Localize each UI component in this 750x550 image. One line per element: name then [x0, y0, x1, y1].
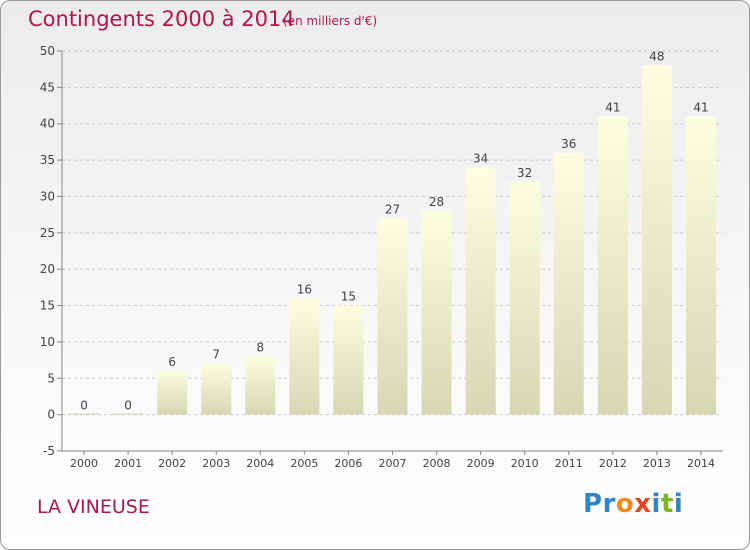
- bar: [685, 116, 716, 415]
- bar: [421, 211, 452, 415]
- bar: [69, 413, 100, 415]
- data-labels: 0 0 6 7 8 16 15 27 28 34 32 36 41 48 41: [80, 50, 708, 413]
- logo-letter: i: [651, 489, 661, 519]
- bar: [597, 116, 628, 415]
- logo-letter: i: [673, 489, 684, 519]
- y-tick-label: 20: [40, 262, 55, 276]
- commune-name: LA VINEUSE: [37, 496, 150, 518]
- x-tick-label: 2002: [158, 457, 186, 470]
- proxiti-logo: Proxiti: [583, 489, 683, 519]
- y-tick-label: 10: [40, 335, 55, 349]
- x-tick-label: 2008: [423, 457, 451, 470]
- data-label: 41: [605, 100, 620, 114]
- data-label: 8: [256, 340, 264, 354]
- x-tick-label: 2006: [334, 457, 362, 470]
- data-label: 6: [168, 355, 176, 369]
- x-tick-label: 2011: [555, 457, 583, 470]
- bar: [201, 363, 232, 415]
- data-label: 32: [517, 166, 532, 180]
- axes: -5 0 5 10 15 20 25 30 35 40 45 50 2000 2001 2002 2003 20…: [40, 44, 723, 470]
- x-tick-label: 2009: [467, 457, 495, 470]
- x-tick-label: 2007: [379, 457, 407, 470]
- data-label: 7: [212, 348, 220, 362]
- data-label: 0: [124, 399, 132, 413]
- data-label: 27: [385, 202, 400, 216]
- bar: [377, 218, 408, 415]
- y-tick-label: 35: [40, 153, 55, 167]
- x-tick-label: 2012: [599, 457, 627, 470]
- logo-letter: x: [634, 489, 652, 519]
- bar: [553, 152, 584, 415]
- bar: [113, 413, 144, 415]
- data-label: 48: [649, 50, 664, 64]
- logo-letter: r: [602, 489, 616, 519]
- bar: [641, 65, 672, 415]
- bar: [333, 305, 364, 415]
- data-label: 36: [561, 137, 576, 151]
- x-tick-label: 2005: [290, 457, 318, 470]
- data-label: 16: [297, 282, 312, 296]
- logo-letter: P: [583, 489, 603, 519]
- bar: [465, 167, 496, 415]
- x-tick-label: 2003: [202, 457, 230, 470]
- unit-note: (en milliers d'€): [283, 14, 378, 28]
- data-label: 0: [80, 399, 88, 413]
- y-tick-label: 0: [47, 408, 55, 422]
- x-tick-label: 2000: [70, 457, 98, 470]
- bars: [69, 65, 716, 415]
- logo-letter: t: [660, 489, 674, 519]
- y-tick-label: 45: [40, 80, 55, 94]
- data-label: 41: [693, 100, 708, 114]
- y-tick-label: 15: [40, 299, 55, 313]
- data-label: 28: [429, 195, 444, 209]
- x-tick-label: 2001: [114, 457, 142, 470]
- y-tick-label: 50: [40, 44, 55, 58]
- bar: [157, 371, 188, 415]
- y-tick-label: -5: [43, 444, 55, 458]
- data-label: 15: [341, 290, 356, 304]
- bar: [245, 356, 276, 415]
- x-tick-label: 2010: [511, 457, 539, 470]
- chart-title: Contingents 2000 à 2014: [28, 7, 295, 31]
- data-label: 34: [473, 151, 488, 165]
- bar: [289, 298, 320, 415]
- x-tick-label: 2013: [643, 457, 671, 470]
- y-tick-label: 30: [40, 189, 55, 203]
- bar: [509, 181, 540, 415]
- y-tick-label: 40: [40, 117, 55, 131]
- logo-letter: o: [615, 489, 635, 519]
- x-tick-label: 2004: [246, 457, 274, 470]
- y-tick-label: 25: [40, 226, 55, 240]
- y-tick-label: 5: [47, 371, 55, 385]
- x-tick-label: 2014: [687, 457, 715, 470]
